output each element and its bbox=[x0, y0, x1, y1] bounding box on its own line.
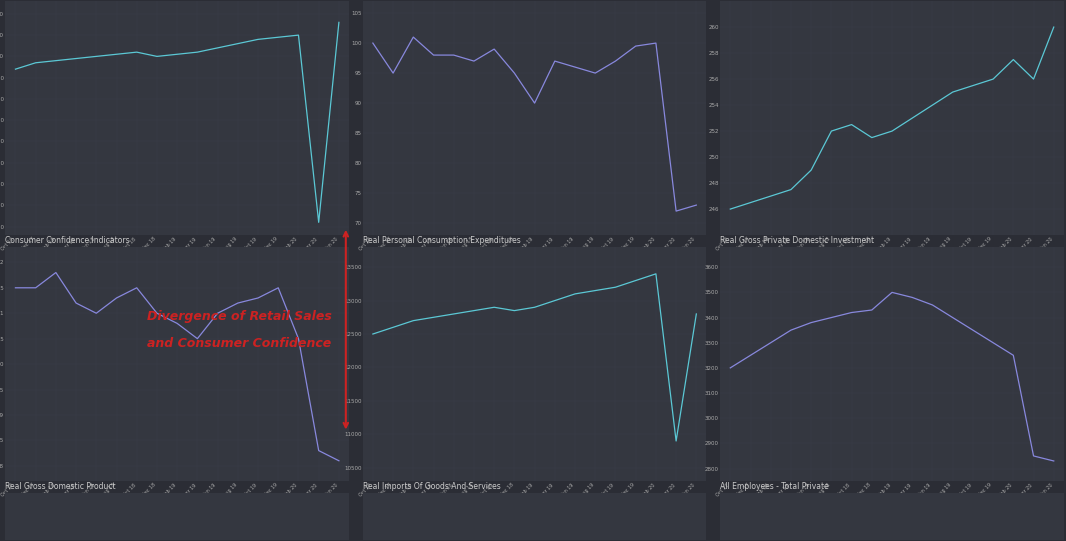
Text: Consumer Confidence Indicators: Consumer Confidence Indicators bbox=[5, 236, 130, 245]
Text: Real Gross Domestic Product: Real Gross Domestic Product bbox=[5, 482, 116, 491]
Text: Advance Real Retail & Food Services Sales have been rising since 4/1/2020.: Advance Real Retail & Food Services Sale… bbox=[5, 319, 254, 325]
Text: Divergence of Retail Sales: Divergence of Retail Sales bbox=[147, 309, 332, 322]
Text: Real Gross Private Domestic Investment: Real Gross Private Domestic Investment bbox=[721, 236, 874, 245]
Text: and Consumer Confidence: and Consumer Confidence bbox=[147, 337, 332, 349]
Text: Real Personal Consumption Expenditures: Real Personal Consumption Expenditures bbox=[362, 236, 520, 245]
Text: Consumer Price Index have been rising since 5/1/2020.: Consumer Price Index have been rising si… bbox=[721, 319, 901, 325]
Text: Real Imports Of Goods And Services: Real Imports Of Goods And Services bbox=[362, 482, 501, 491]
Text: Consumer Sentiment have been falling since 6/1/2020. It has fallen by
-28.5% sin: Consumer Sentiment have been falling sin… bbox=[362, 319, 598, 339]
Text: All Employees - Total Private: All Employees - Total Private bbox=[721, 482, 829, 491]
